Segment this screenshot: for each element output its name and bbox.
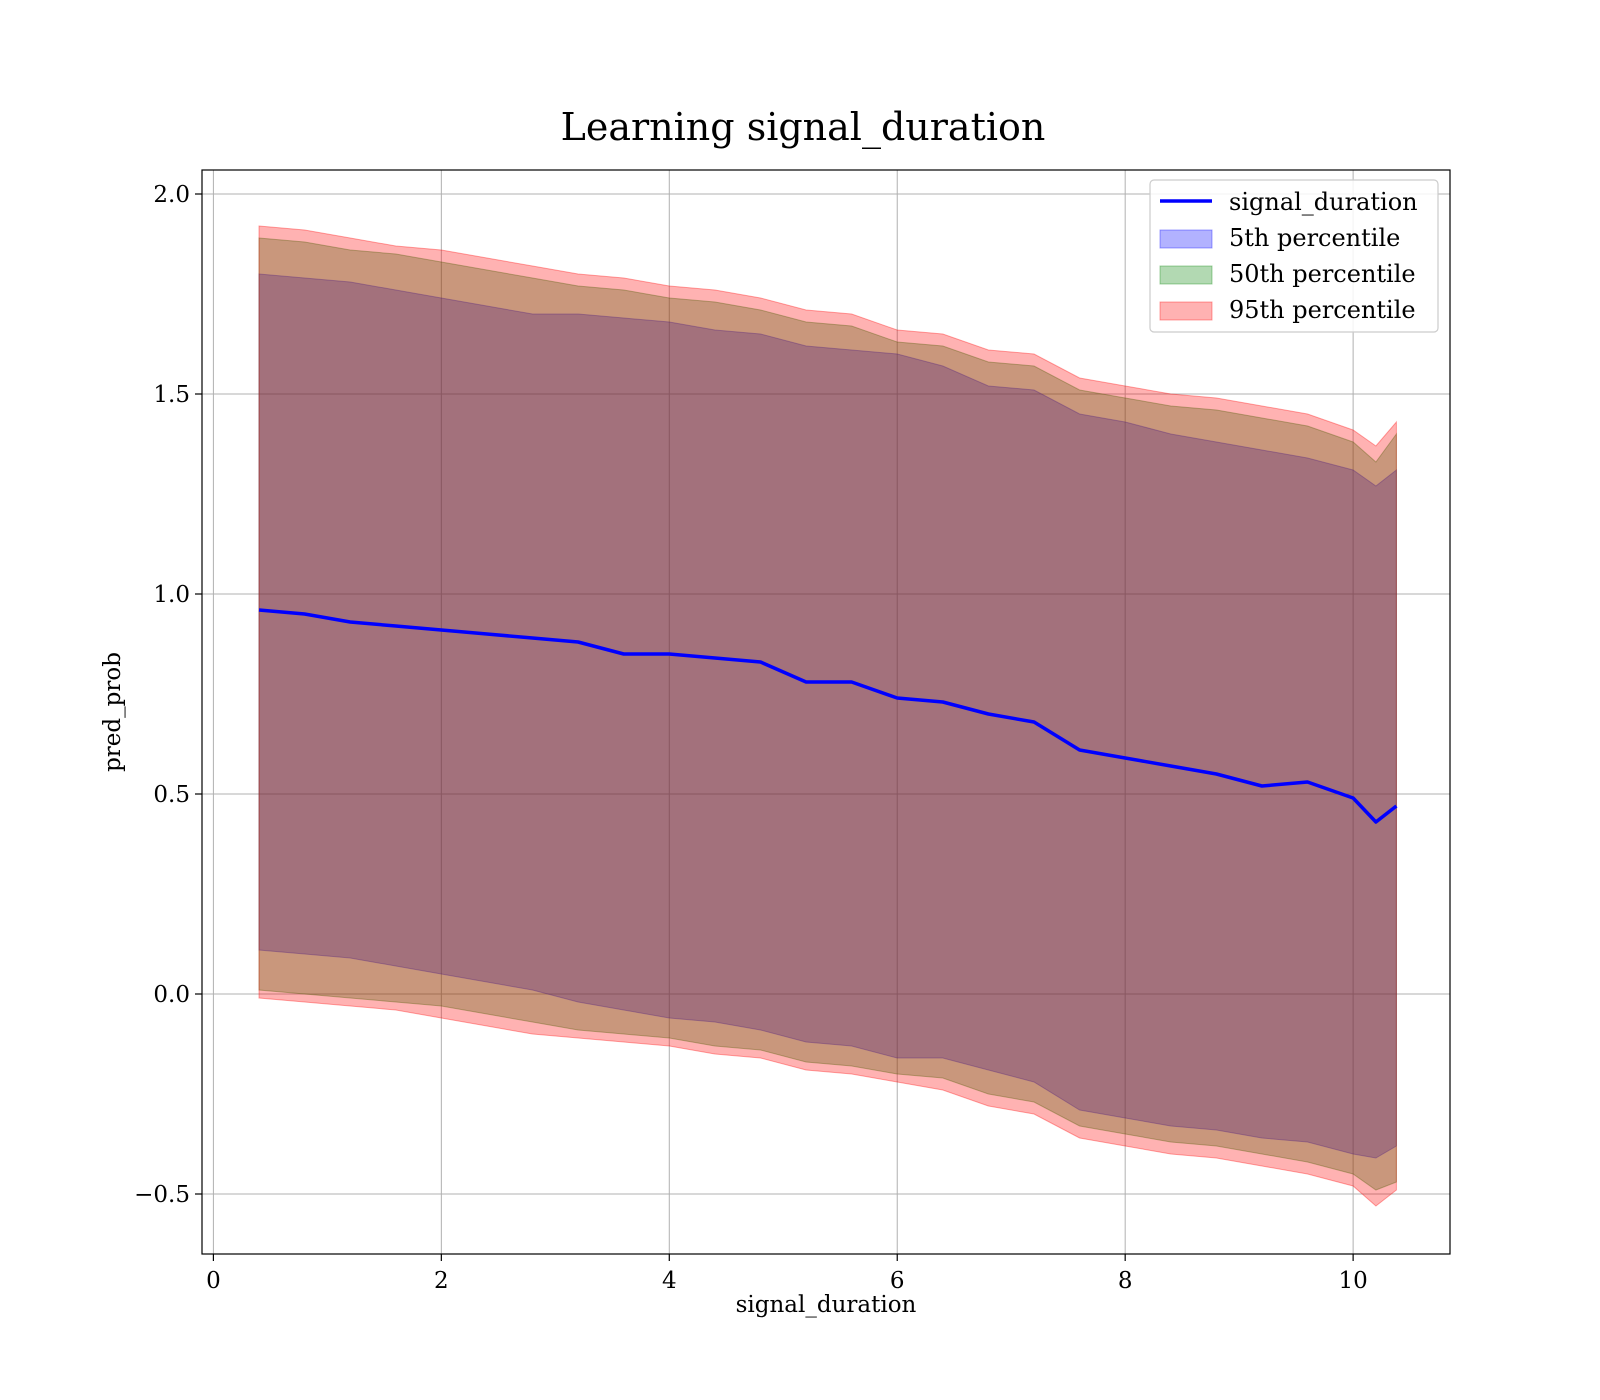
x-tick-label: 2 [434,1268,449,1294]
band-5th [258,273,1397,1159]
x-tick-label: 0 [206,1268,221,1294]
band-95th [258,225,1397,1207]
x-axis-ticks: 0 2 4 6 8 10 [206,1254,1368,1294]
y-axis-label: pred_prob [100,652,126,772]
grid-lines [202,170,1450,1254]
y-tick-label: −0.5 [134,1182,190,1208]
legend-label-95th: 95th percentile [1229,296,1416,324]
x-axis-label: signal_duration [736,1292,917,1318]
legend-label-signal-duration: signal_duration [1229,188,1418,216]
x-tick-label: 6 [890,1268,905,1294]
data-lines [258,608,1398,824]
legend-label-5th: 5th percentile [1229,224,1400,252]
band-50th [258,237,1397,1191]
y-tick-label: 0.0 [153,982,190,1008]
legend-swatch-95th [1159,301,1213,321]
y-tick-label: 2.0 [153,182,190,208]
x-tick-label: 10 [1338,1268,1367,1294]
legend-label-50th: 50th percentile [1229,260,1416,288]
legend-swatch-50th [1159,265,1213,285]
legend-swatch-5th [1159,229,1213,249]
y-tick-label: 1.0 [153,582,190,608]
series-line-signal-duration [258,608,1398,824]
x-tick-label: 8 [1118,1268,1133,1294]
y-axis-ticks: −0.5 0.0 0.5 1.0 1.5 2.0 [134,182,202,1208]
x-tick-label: 4 [662,1268,677,1294]
percentile-bands [258,225,1397,1207]
legend: signal_duration 5th percentile 50th perc… [1149,179,1439,333]
y-tick-label: 0.5 [153,782,190,808]
chart-title: Learning signal_duration [561,105,1046,150]
y-tick-label: 1.5 [153,382,190,408]
plot-frame [201,169,1451,1255]
legend-box [1149,179,1439,333]
